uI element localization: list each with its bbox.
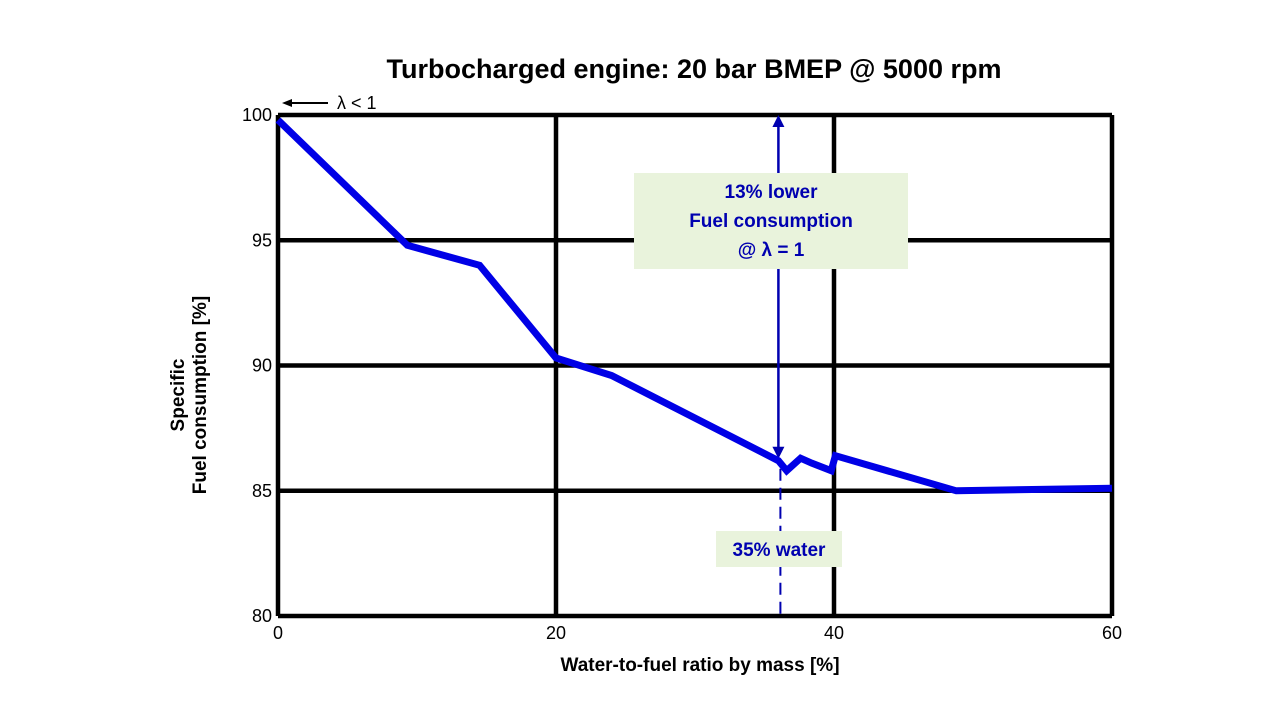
lambda-arrow-head [282,99,292,107]
chart-title: Turbocharged engine: 20 bar BMEP @ 5000 … [387,54,1002,84]
x-tick-label: 20 [546,623,566,643]
x-tick-label: 40 [824,623,844,643]
x-tick-label: 0 [273,623,283,643]
annotation-boxes: 13% lower Fuel consumption @ λ = 1 35% wate… [634,173,908,567]
y-axis-label-line1: Specific [168,358,189,431]
reduction-text-line: Fuel consumption [689,211,853,232]
y-axis-label-line2: Fuel consumption [%] [190,296,211,494]
annotations: λ < 1 [282,93,785,616]
series-line [275,117,1113,495]
series [275,117,1113,495]
reduction-box [634,173,908,269]
y-tick-label: 95 [252,230,272,250]
reduction-text-line: 13% lower [725,182,819,203]
y-tick-label: 85 [252,481,272,501]
water-label: 35% water [733,540,827,561]
y-tick-label: 100 [242,105,272,125]
reduction-arrow-head-bottom [772,446,785,459]
y-tick-label: 90 [252,356,272,376]
x-tick-label: 60 [1102,623,1122,643]
x-axis-label: Water-to-fuel ratio by mass [%] [560,655,839,676]
reduction-text-line: @ λ = 1 [738,240,805,261]
water-box [716,531,842,567]
y-axis-label: Specific Fuel consumption [%] [168,296,211,494]
y-tick-label: 80 [252,606,272,626]
tick-labels: 0 20 40 60 80 85 90 95 100 [242,105,1122,643]
reduction-arrow-head-top [772,115,785,127]
lambda-note: λ < 1 [337,93,377,113]
